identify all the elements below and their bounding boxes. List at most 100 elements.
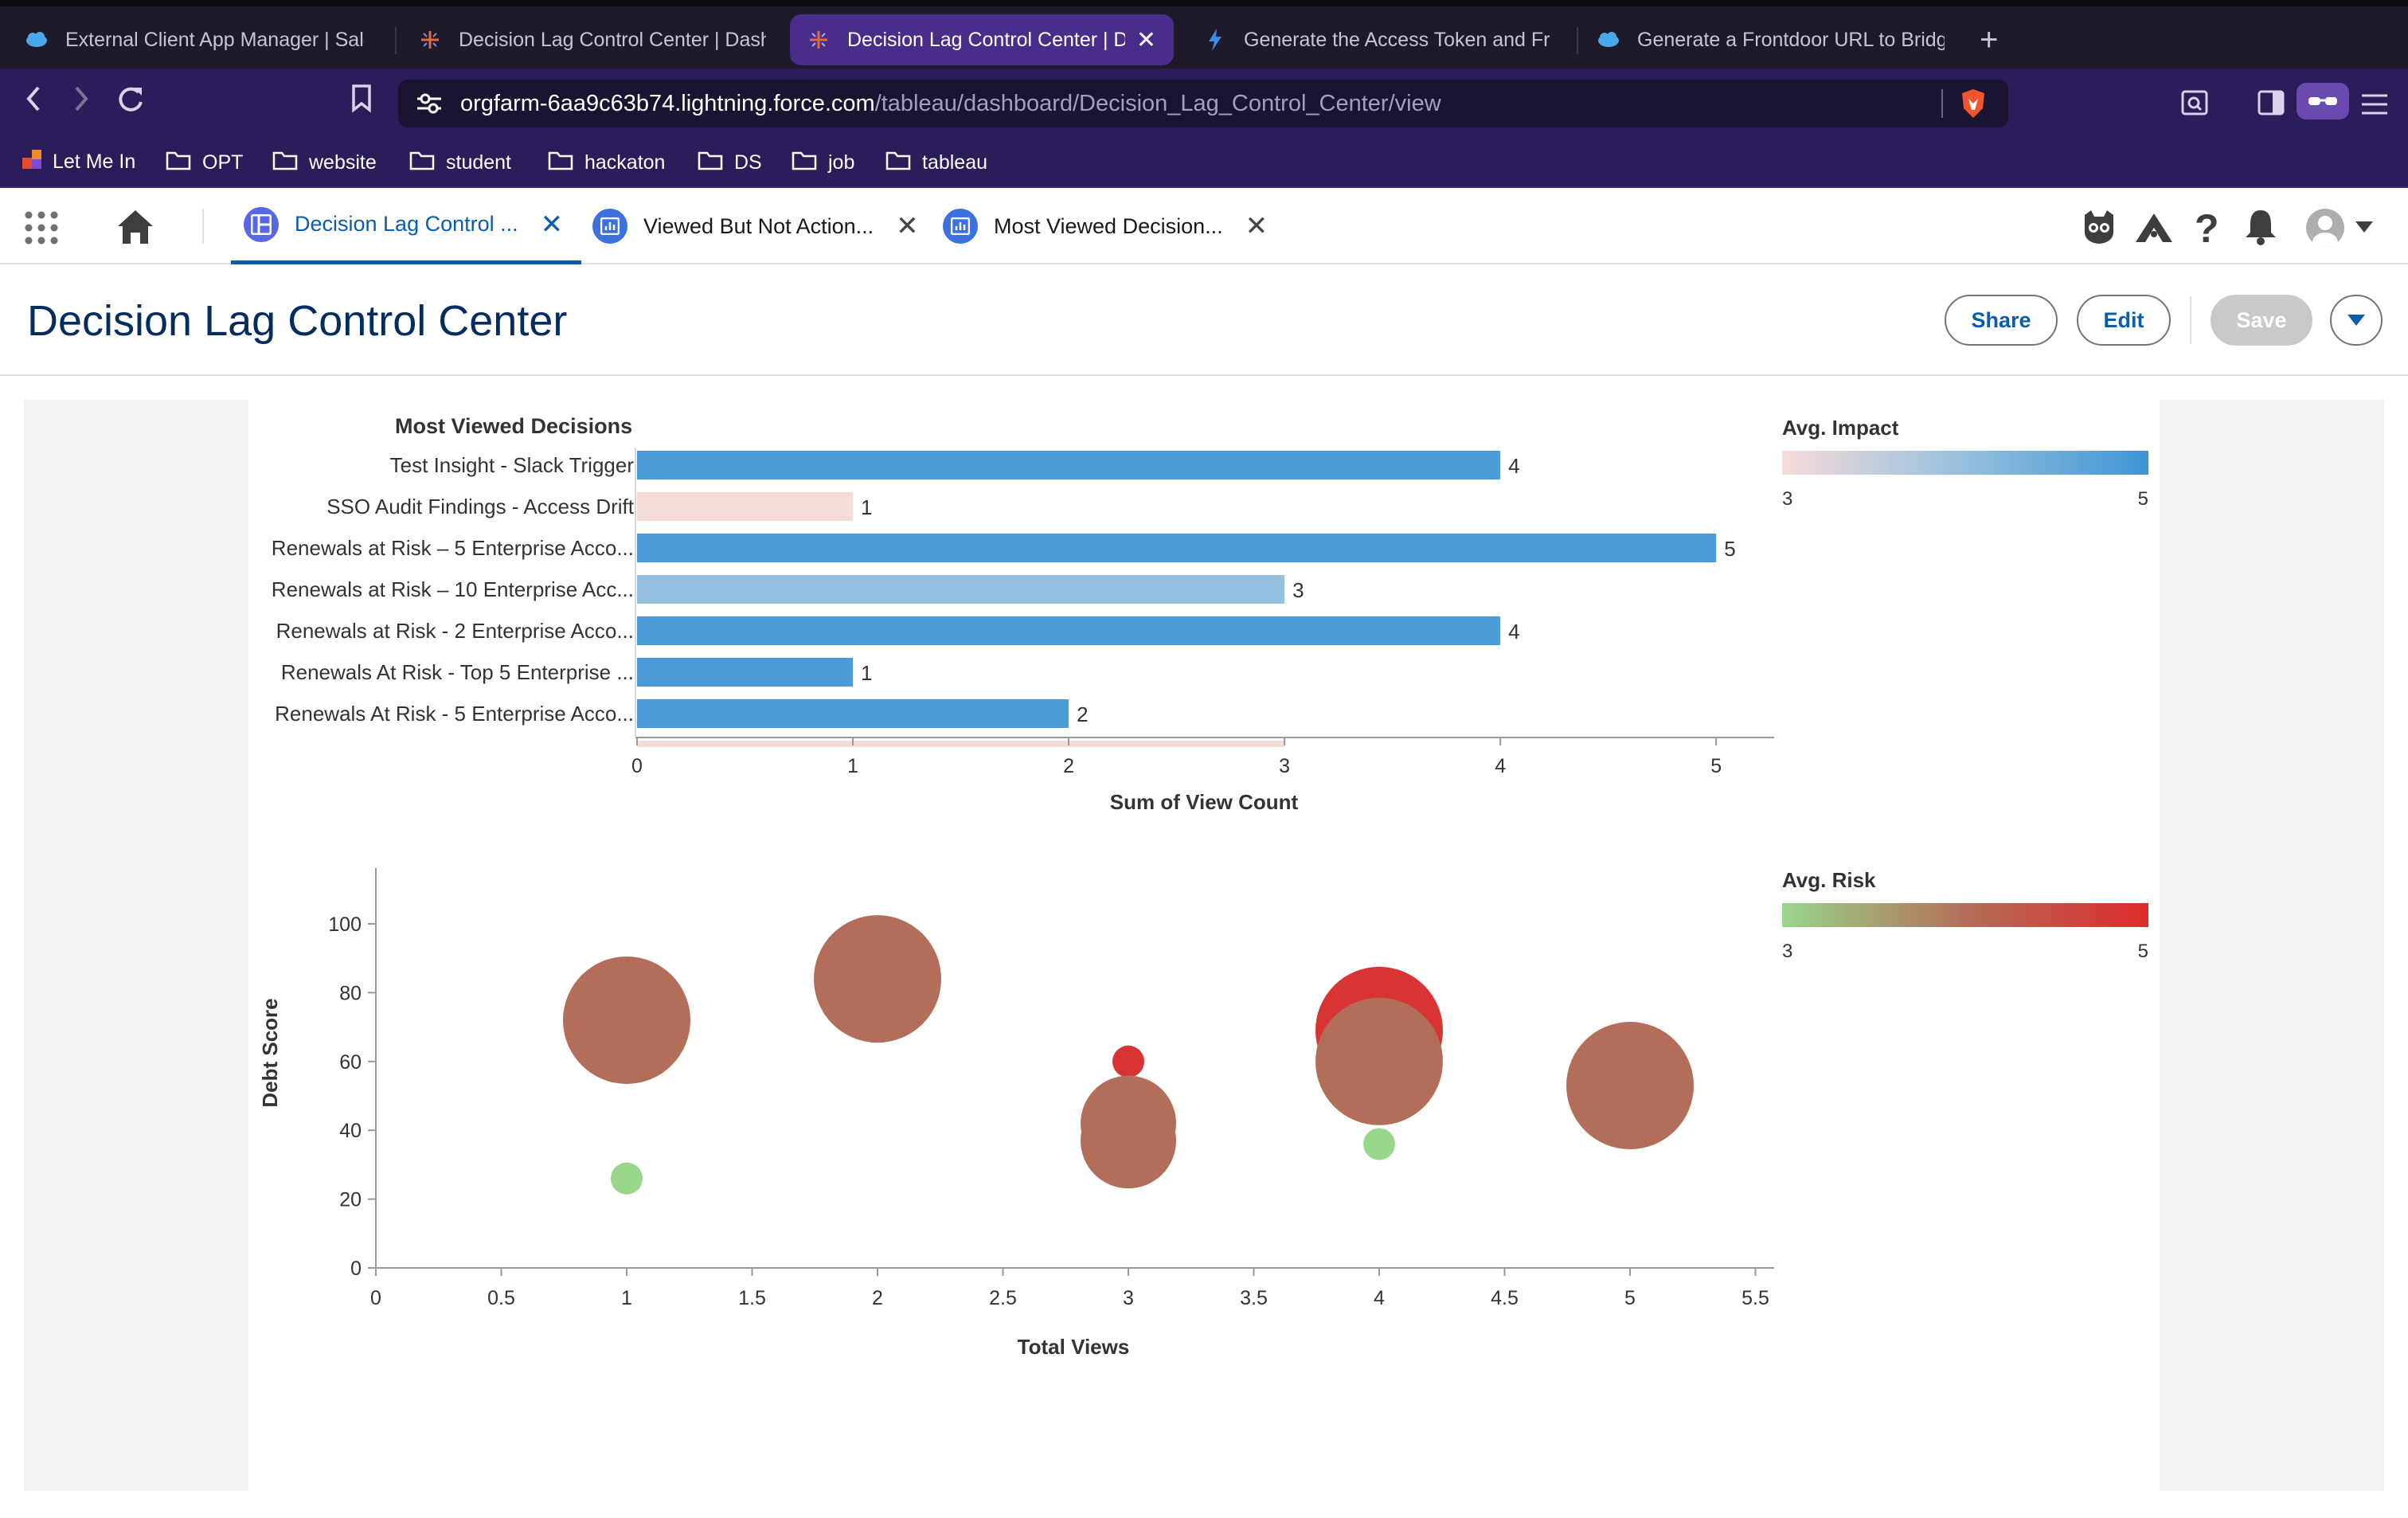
app-launcher-icon[interactable] bbox=[24, 210, 59, 249]
bar[interactable] bbox=[637, 616, 1501, 645]
bookmark-folder-ds[interactable]: DS bbox=[698, 150, 762, 176]
notifications-bell-icon[interactable] bbox=[2242, 207, 2279, 249]
x-axis-title: Sum of View Count bbox=[1110, 790, 1299, 814]
browser-tab-title: Decision Lag Control Center | Dash bbox=[459, 28, 766, 51]
browser-toolbar: orgfarm-6aa9c63b74.lightning.force.com/t… bbox=[0, 68, 2408, 137]
back-icon[interactable] bbox=[24, 83, 43, 124]
bar[interactable] bbox=[637, 534, 1717, 562]
x-tick-label: 3.5 bbox=[1240, 1287, 1268, 1309]
y-tick-label: 20 bbox=[339, 1189, 362, 1211]
bookmark-let-me-in[interactable]: Let Me In bbox=[22, 150, 135, 174]
reload-icon[interactable] bbox=[116, 83, 145, 124]
bookmark-folder-job[interactable]: job bbox=[792, 150, 854, 176]
workspace-tab-viewed-not-actioned[interactable]: Viewed But Not Action... ✕ bbox=[592, 188, 927, 264]
home-icon[interactable] bbox=[116, 209, 154, 249]
bookmark-folder-opt[interactable]: OPT bbox=[166, 150, 243, 176]
share-button[interactable]: Share bbox=[1945, 295, 2058, 346]
chart-tab-icon bbox=[943, 209, 978, 244]
browser-tab-title: Generate the Access Token and Fr bbox=[1244, 28, 1550, 51]
bubble[interactable] bbox=[1315, 997, 1443, 1125]
x-tick-label: 0 bbox=[370, 1287, 381, 1309]
bookmark-folder-student[interactable]: student bbox=[409, 150, 511, 176]
workspace-tab-label: Viewed But Not Action... bbox=[643, 213, 874, 238]
y-tick-label: 40 bbox=[339, 1120, 362, 1142]
bookmark-folder-website[interactable]: website bbox=[272, 150, 377, 176]
bar-category-label: Renewals at Risk – 5 Enterprise Acco... bbox=[272, 536, 634, 560]
assistant-icon[interactable] bbox=[2080, 209, 2118, 249]
chart-title: Most Viewed Decisions bbox=[395, 414, 632, 438]
close-tab-icon[interactable]: ✕ bbox=[1245, 211, 1268, 241]
bar-category-label: Renewals At Risk - Top 5 Enterprise ... bbox=[281, 660, 634, 684]
bar[interactable] bbox=[637, 492, 854, 521]
more-actions-button[interactable] bbox=[2330, 295, 2383, 346]
urlbar-divider bbox=[1941, 89, 1943, 118]
bar-value-label: 1 bbox=[861, 495, 872, 519]
y-tick-label: 0 bbox=[350, 1258, 362, 1280]
workspace-header: Decision Lag Control ... ✕ Viewed But No… bbox=[0, 188, 2408, 264]
x-axis-title: Total Views bbox=[1018, 1335, 1130, 1359]
risk-legend-min: 3 bbox=[1782, 941, 1792, 962]
risk-legend-max: 5 bbox=[2138, 941, 2148, 962]
new-tab-button[interactable]: + bbox=[1980, 22, 1999, 57]
bar-value-label: 5 bbox=[1724, 537, 1735, 561]
bookmark-label: DS bbox=[734, 151, 762, 174]
close-tab-icon[interactable]: ✕ bbox=[896, 211, 919, 241]
menu-icon[interactable] bbox=[2360, 86, 2389, 126]
address-bar[interactable]: orgfarm-6aa9c63b74.lightning.force.com/t… bbox=[398, 80, 2008, 127]
url-host: orgfarm-6aa9c63b74.lightning.force.com bbox=[460, 91, 875, 116]
close-tab-icon[interactable]: ✕ bbox=[1136, 26, 1156, 53]
save-button[interactable]: Save bbox=[2211, 295, 2312, 346]
bookmark-folder-hackaton[interactable]: hackaton bbox=[548, 150, 665, 176]
sidebar-toggle-icon[interactable] bbox=[2257, 86, 2285, 126]
bubble[interactable] bbox=[1566, 1022, 1694, 1150]
browser-tab-active[interactable]: Decision Lag Control Center | D ✕ bbox=[790, 14, 1174, 65]
y-axis-title: Debt Score bbox=[258, 998, 282, 1107]
bubble[interactable] bbox=[611, 1162, 643, 1195]
browser-tab[interactable]: Decision Lag Control Center | Dash bbox=[401, 14, 784, 65]
bar-category-label: Renewals at Risk – 10 Enterprise Acc... bbox=[272, 577, 634, 601]
browser-tab-strip: External Client App Manager | Sale Decis… bbox=[0, 0, 2408, 68]
dashboard-canvas: Most Viewed Decisions Test Insight - Sla… bbox=[248, 400, 2160, 1491]
trailhead-icon[interactable] bbox=[2134, 210, 2174, 249]
bar[interactable] bbox=[637, 451, 1501, 479]
risk-legend-title: Avg. Risk bbox=[1782, 868, 1876, 892]
bar[interactable] bbox=[637, 699, 1069, 728]
bubble[interactable] bbox=[1112, 1045, 1144, 1078]
x-tick-label: 5.5 bbox=[1742, 1287, 1769, 1309]
edit-button[interactable]: Edit bbox=[2077, 295, 2171, 346]
salesforce-cloud-icon bbox=[25, 29, 48, 51]
bubble[interactable] bbox=[563, 956, 690, 1084]
vpn-glasses-icon[interactable] bbox=[2297, 83, 2349, 119]
bookmark-label: hackaton bbox=[584, 151, 666, 174]
avatar[interactable] bbox=[2306, 209, 2344, 247]
bar[interactable] bbox=[637, 575, 1285, 604]
reader-mode-icon[interactable] bbox=[2180, 86, 2209, 126]
workspace-tab-most-viewed[interactable]: Most Viewed Decision... ✕ bbox=[943, 188, 1277, 264]
bookmark-folder-tableau[interactable]: tableau bbox=[885, 150, 987, 176]
close-tab-icon[interactable]: ✕ bbox=[540, 209, 564, 240]
x-tick-label: 5 bbox=[1624, 1287, 1636, 1309]
browser-tab[interactable]: Generate the Access Token and Fr bbox=[1186, 14, 1569, 65]
bar[interactable] bbox=[637, 658, 854, 687]
salesforce-cloud-icon bbox=[1597, 29, 1620, 51]
workspace-tab-decision-lag[interactable]: Decision Lag Control ... ✕ bbox=[231, 188, 581, 264]
workspace-tab-label: Decision Lag Control ... bbox=[295, 212, 518, 236]
x-tick-label: 1 bbox=[847, 755, 858, 777]
button-divider bbox=[2190, 296, 2191, 344]
bookmark-icon[interactable] bbox=[350, 83, 373, 124]
site-settings-icon[interactable] bbox=[416, 91, 443, 120]
workspace-tab-label: Most Viewed Decision... bbox=[994, 213, 1223, 238]
tableau-icon bbox=[419, 29, 441, 51]
tab-separator bbox=[1577, 27, 1578, 54]
bar-value-label: 4 bbox=[1508, 620, 1519, 644]
forward-icon[interactable] bbox=[72, 83, 91, 124]
bubble[interactable] bbox=[1081, 1093, 1176, 1189]
browser-tab[interactable]: External Client App Manager | Sale bbox=[8, 14, 382, 65]
profile-chevron-down-icon[interactable] bbox=[2355, 221, 2373, 237]
help-icon[interactable]: ? bbox=[2195, 206, 2219, 251]
browser-tab[interactable]: Generate a Frontdoor URL to Bridg bbox=[1580, 14, 1962, 65]
browser-tab-title: Generate a Frontdoor URL to Bridg bbox=[1637, 28, 1945, 51]
bubble[interactable] bbox=[1363, 1128, 1395, 1160]
bubble[interactable] bbox=[814, 915, 941, 1043]
brave-shield-icon[interactable] bbox=[1959, 88, 1988, 123]
